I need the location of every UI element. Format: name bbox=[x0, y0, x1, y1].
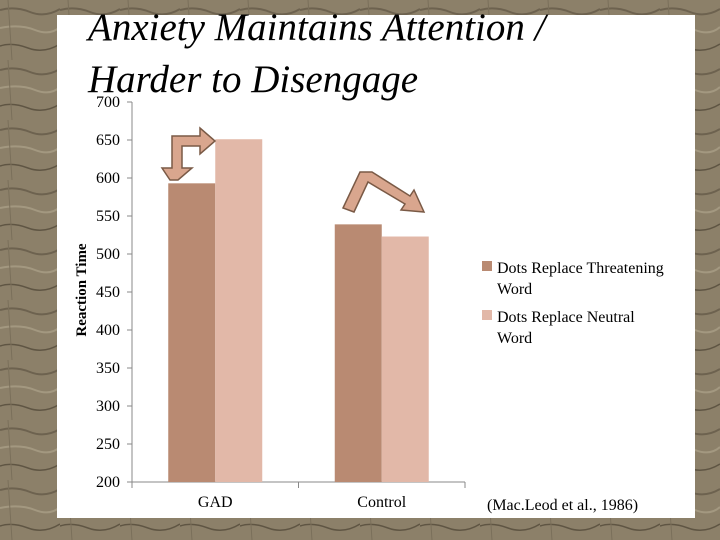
annotation-arrows bbox=[160, 126, 426, 213]
down-right-arrow bbox=[341, 171, 426, 213]
legend-label: Dots Replace Threatening bbox=[497, 260, 664, 277]
citation: (Mac.Leod et al., 1986) bbox=[487, 497, 639, 514]
y-tick-label: 200 bbox=[96, 474, 120, 491]
legend-label: Word bbox=[497, 330, 532, 347]
legend: Dots Replace Threatening Word Dots Replace… bbox=[482, 260, 664, 347]
slide-title: Anxiety Maintains Attention / Harder to … bbox=[88, 2, 688, 106]
y-tick-label: 700 bbox=[96, 94, 120, 111]
y-tick-label: 250 bbox=[96, 436, 120, 453]
bar bbox=[381, 236, 429, 482]
bar bbox=[334, 224, 382, 483]
y-axis: 200 250 300 350 400 450 500 550 600 650 700 bbox=[96, 94, 133, 491]
y-tick-label: 500 bbox=[96, 246, 120, 263]
x-axis: GAD Control bbox=[131, 481, 466, 511]
slide-title-line-1: Anxiety Maintains Attention / bbox=[88, 6, 546, 49]
bars bbox=[168, 139, 429, 483]
legend-label: Word bbox=[497, 281, 532, 298]
bar bbox=[168, 183, 216, 482]
y-tick-label: 650 bbox=[96, 132, 120, 149]
y-tick-label: 400 bbox=[96, 322, 120, 339]
y-tick-label: 600 bbox=[96, 170, 120, 187]
y-tick-label: 300 bbox=[96, 398, 120, 415]
y-tick-label: 350 bbox=[96, 360, 120, 377]
legend-swatch bbox=[482, 310, 492, 320]
y-tick-label: 450 bbox=[96, 284, 120, 301]
legend-label: Dots Replace Neutral bbox=[497, 309, 635, 326]
legend-swatch bbox=[482, 261, 492, 271]
x-tick-label: Control bbox=[357, 494, 406, 511]
y-axis-title: Reaction Time bbox=[74, 243, 90, 337]
up-right-arrow bbox=[160, 126, 217, 181]
slide-title-line-2: Harder to Disengage bbox=[88, 58, 419, 101]
y-tick-label: 550 bbox=[96, 208, 120, 225]
bar bbox=[215, 139, 263, 483]
x-tick-label: GAD bbox=[198, 494, 233, 511]
